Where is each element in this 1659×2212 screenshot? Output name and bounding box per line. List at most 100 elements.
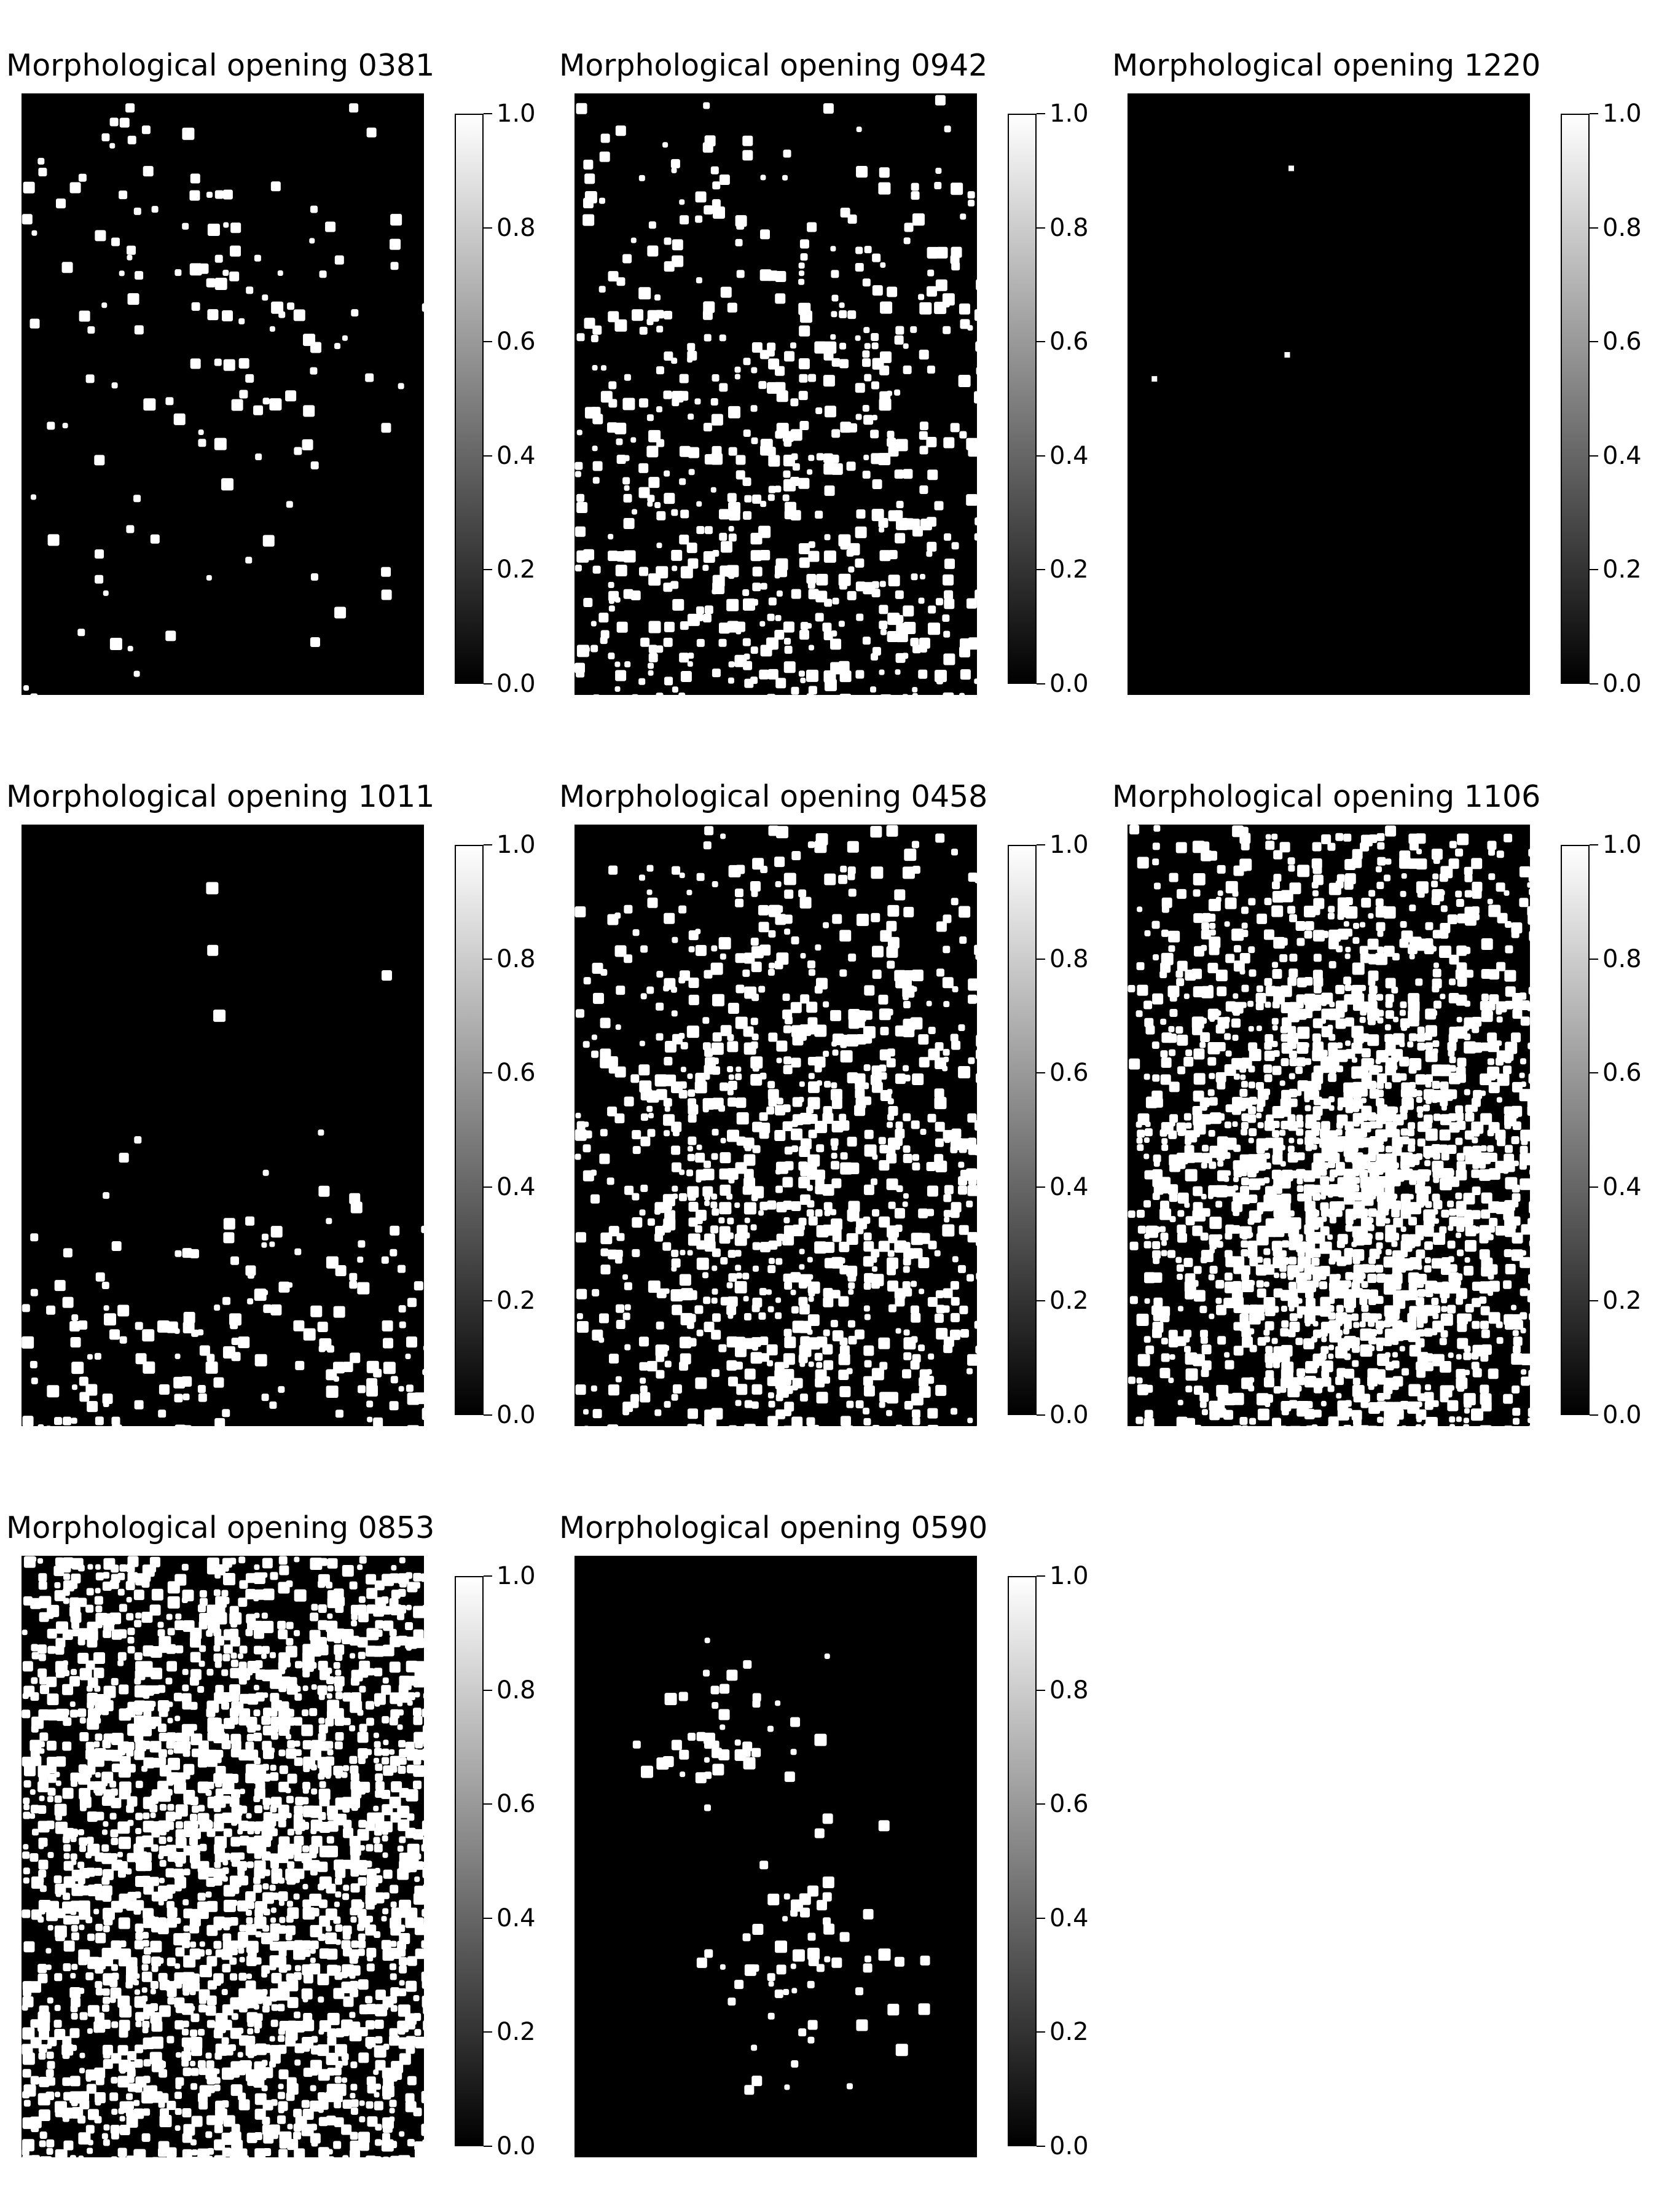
foreground-pixel: [1496, 962, 1506, 971]
foreground-pixel: [688, 1136, 697, 1145]
foreground-pixel: [911, 841, 919, 849]
foreground-pixel: [839, 1386, 851, 1397]
foreground-pixel: [806, 693, 814, 695]
foreground-pixel: [101, 1829, 108, 1835]
foreground-pixel: [1288, 1073, 1295, 1080]
foreground-pixel: [134, 1620, 142, 1628]
foreground-pixel: [1472, 1016, 1482, 1027]
foreground-pixel: [85, 1916, 93, 1924]
foreground-pixel: [926, 1369, 932, 1375]
foreground-pixel: [1504, 1320, 1515, 1330]
foreground-pixel: [389, 1573, 399, 1583]
foreground-pixel: [712, 374, 720, 382]
foreground-pixel: [838, 1353, 850, 1365]
foreground-pixel: [358, 1748, 369, 1759]
foreground-pixel: [576, 669, 585, 678]
foreground-pixel: [198, 1740, 209, 1751]
foreground-pixel: [728, 1313, 734, 1319]
foreground-pixel: [62, 1629, 73, 1640]
foreground-pixel: [1177, 1192, 1189, 1204]
foreground-pixel: [198, 263, 209, 274]
foreground-pixel: [422, 1829, 424, 1836]
foreground-pixel: [69, 1597, 80, 1607]
foreground-pixel: [1431, 849, 1443, 860]
foreground-pixel: [1360, 1065, 1369, 1073]
foreground-pixel: [1225, 1170, 1231, 1176]
foreground-pixel: [967, 1232, 977, 1243]
colorbar-tick: [484, 113, 492, 114]
foreground-pixel: [902, 694, 908, 695]
foreground-pixel: [646, 889, 653, 895]
foreground-pixel: [975, 954, 977, 960]
foreground-pixel: [1344, 1321, 1352, 1330]
foreground-pixel: [1233, 1209, 1240, 1217]
foreground-pixel: [55, 1780, 61, 1786]
foreground-pixel: [71, 1629, 79, 1637]
colorbar: [1008, 114, 1037, 684]
foreground-pixel: [374, 1741, 381, 1748]
foreground-pixel: [782, 994, 790, 1002]
foreground-pixel: [911, 986, 917, 992]
foreground-pixel: [254, 1354, 267, 1367]
foreground-pixel: [879, 1145, 888, 1154]
foreground-pixel: [879, 1072, 887, 1080]
binary-mask-image: [22, 1556, 424, 2157]
foreground-pixel: [22, 1693, 29, 1700]
foreground-pixel: [1201, 1193, 1207, 1199]
foreground-pixel: [648, 573, 661, 586]
foreground-pixel: [1464, 1217, 1473, 1226]
foreground-pixel: [366, 1844, 374, 1852]
foreground-pixel: [911, 1312, 921, 1323]
foreground-pixel: [1264, 1153, 1271, 1159]
foreground-pixel: [198, 1620, 208, 1630]
foreground-pixel: [976, 1273, 977, 1280]
foreground-pixel: [318, 1604, 327, 1614]
foreground-pixel: [318, 1660, 328, 1671]
foreground-pixel: [870, 686, 877, 693]
foreground-pixel: [1519, 1089, 1530, 1102]
foreground-pixel: [39, 1685, 49, 1695]
foreground-pixel: [1248, 1385, 1255, 1392]
foreground-pixel: [871, 1081, 883, 1093]
foreground-pixel: [958, 1161, 965, 1168]
foreground-pixel: [1455, 1112, 1464, 1121]
foreground-pixel: [824, 341, 837, 354]
foreground-pixel: [743, 358, 751, 366]
foreground-pixel: [175, 1620, 185, 1631]
foreground-pixel: [22, 1416, 34, 1426]
foreground-pixel: [799, 1249, 805, 1255]
foreground-pixel: [214, 254, 223, 263]
foreground-pixel: [1497, 1073, 1510, 1086]
foreground-pixel: [968, 199, 975, 206]
foreground-pixel: [365, 373, 374, 382]
foreground-pixel: [959, 1145, 967, 1153]
foreground-pixel: [47, 1628, 57, 1639]
foreground-pixel: [1265, 1034, 1274, 1043]
foreground-pixel: [927, 1209, 935, 1217]
foreground-pixel: [366, 1749, 372, 1755]
foreground-pixel: [55, 1891, 61, 1897]
foreground-pixel: [615, 1376, 622, 1382]
foreground-pixel: [688, 1217, 698, 1227]
foreground-pixel: [656, 1321, 664, 1330]
foreground-pixel: [1241, 1304, 1250, 1314]
foreground-pixel: [967, 191, 975, 199]
foreground-pixel: [278, 1819, 286, 1828]
colorbar-tick: [1590, 227, 1598, 229]
foreground-pixel: [85, 1741, 95, 1751]
colorbar-tick: [1037, 227, 1045, 229]
foreground-pixel: [246, 1813, 252, 1819]
foreground-pixel: [55, 198, 66, 209]
foreground-pixel: [894, 389, 901, 396]
foreground-pixel: [1241, 930, 1249, 938]
colorbar-tick-label: 0.6: [1049, 1059, 1089, 1088]
foreground-pixel: [1137, 1129, 1145, 1138]
foreground-pixel: [647, 897, 658, 908]
foreground-pixel: [886, 1392, 898, 1404]
foreground-pixel: [1512, 1121, 1521, 1131]
foreground-pixel: [1199, 841, 1210, 852]
foreground-pixel: [927, 246, 939, 259]
foreground-pixel: [1464, 1240, 1477, 1252]
foreground-pixel: [799, 270, 805, 276]
foreground-pixel: [357, 1901, 364, 1908]
